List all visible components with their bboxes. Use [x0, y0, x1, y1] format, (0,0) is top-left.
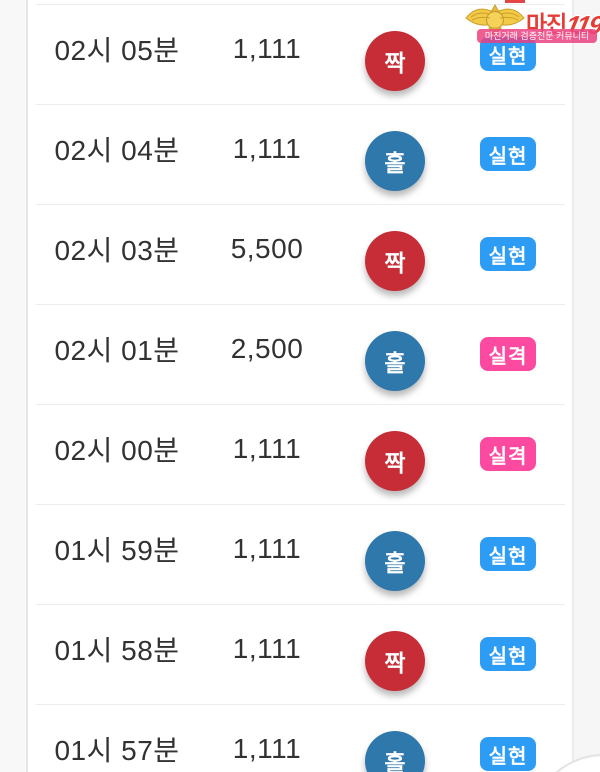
- result-row: 02시 00분 1,111 짝 실격: [28, 404, 573, 504]
- parity-circle: 홀: [365, 731, 425, 772]
- status-cell: 실현: [454, 537, 562, 571]
- left-gutter: [0, 0, 28, 772]
- parity-cell: 홀: [336, 124, 454, 191]
- status-cell: 실현: [454, 637, 562, 671]
- parity-cell: 짝: [336, 224, 454, 291]
- round-time: 01시 59분: [54, 535, 180, 566]
- results-table: 02시 05분 1,111 짝 실현 02시 04분 1,111 홀 실현 02…: [28, 0, 573, 772]
- parity-cell: 홀: [336, 524, 454, 591]
- parity-circle: 짝: [365, 431, 425, 491]
- parity-circle: 홀: [365, 131, 425, 191]
- parity-cell: 짝: [336, 24, 454, 91]
- status-badge: 실현: [479, 537, 537, 571]
- status-cell: 실현: [454, 237, 562, 271]
- status-badge: 실현: [479, 137, 537, 171]
- round-time: 02시 04분: [54, 135, 180, 166]
- round-amount: 5,500: [230, 233, 304, 264]
- status-badge: 실현: [479, 637, 537, 671]
- result-row: 02시 01분 2,500 홀 실격: [28, 304, 573, 404]
- parity-circle: 홀: [365, 531, 425, 591]
- round-amount: 1,111: [232, 133, 302, 164]
- status-cell: 실격: [454, 437, 562, 471]
- result-row: 01시 58분 1,111 짝 실현: [28, 604, 573, 704]
- round-amount: 1,111: [232, 433, 302, 464]
- result-row: 01시 59분 1,111 홀 실현: [28, 504, 573, 604]
- round-amount: 1,111: [232, 533, 302, 564]
- round-time: 01시 58분: [54, 635, 180, 666]
- status-badge: 실현: [479, 737, 537, 771]
- parity-cell: 홀: [336, 724, 454, 772]
- parity-cell: 짝: [336, 424, 454, 491]
- round-time: 02시 01분: [54, 335, 180, 366]
- status-badge: 실격: [479, 337, 537, 371]
- parity-cell: 홀: [336, 324, 454, 391]
- table-rows: 02시 05분 1,111 짝 실현 02시 04분 1,111 홀 실현 02…: [28, 4, 573, 772]
- parity-circle: 짝: [365, 31, 425, 91]
- parity-circle: 짝: [365, 231, 425, 291]
- status-cell: 실현: [454, 737, 562, 771]
- round-time: 01시 57분: [54, 735, 180, 766]
- round-amount: 2,500: [230, 333, 304, 364]
- result-row: 02시 04분 1,111 홀 실현: [28, 104, 573, 204]
- round-time: 02시 00분: [54, 435, 180, 466]
- right-gutter: [572, 0, 600, 772]
- status-cell: 실격: [454, 337, 562, 371]
- parity-circle: 짝: [365, 631, 425, 691]
- status-cell: 실현: [454, 37, 562, 71]
- status-badge: 실현: [479, 237, 537, 271]
- parity-cell: 짝: [336, 624, 454, 691]
- round-amount: 1,111: [232, 733, 302, 764]
- status-cell: 실현: [454, 137, 562, 171]
- result-row: 01시 57분 1,111 홀 실현: [28, 704, 573, 772]
- parity-circle: 홀: [365, 331, 425, 391]
- result-row: 02시 05분 1,111 짝 실현: [28, 4, 573, 104]
- result-row: 02시 03분 5,500 짝 실현: [28, 204, 573, 304]
- status-badge: 실현: [479, 37, 537, 71]
- status-badge: 실격: [479, 437, 537, 471]
- round-time: 02시 05분: [54, 35, 180, 66]
- round-amount: 1,111: [232, 33, 302, 64]
- round-amount: 1,111: [232, 633, 302, 664]
- round-time: 02시 03분: [54, 235, 180, 266]
